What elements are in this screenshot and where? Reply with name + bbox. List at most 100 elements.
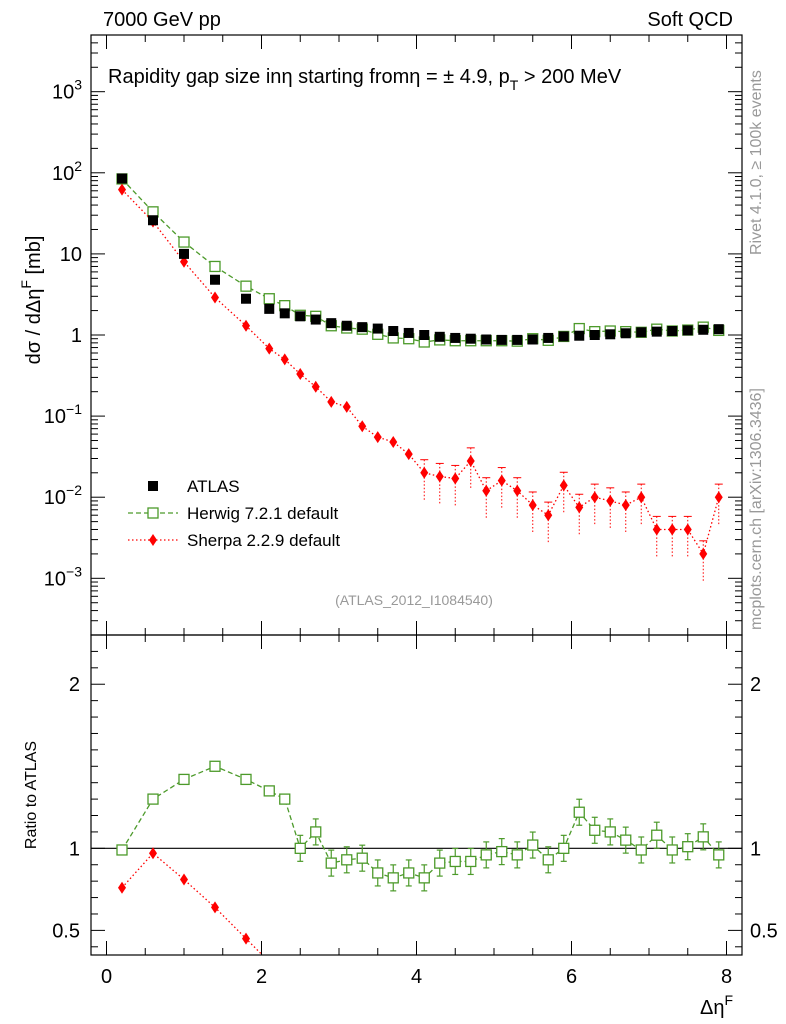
legend-sherpa-label: Sherpa 2.2.9 default xyxy=(187,531,340,550)
sherpa-ratio-point xyxy=(118,881,126,894)
sherpa-point xyxy=(451,472,460,485)
sherpa-ratio-point xyxy=(149,847,157,860)
sherpa-point xyxy=(714,491,723,504)
atlas-point xyxy=(434,331,445,342)
atlas-point xyxy=(667,326,678,337)
x-tick-label: 6 xyxy=(566,966,577,988)
herwig-ratio-point xyxy=(403,867,415,879)
atlas-point xyxy=(419,330,430,340)
sherpa-line xyxy=(121,189,720,556)
herwig-ratio-point xyxy=(449,855,461,868)
sherpa-point xyxy=(528,499,537,512)
herwig-point xyxy=(178,236,190,248)
atlas-point xyxy=(496,334,507,345)
herwig-ratio-point xyxy=(116,844,128,856)
herwig-point xyxy=(240,280,252,292)
atlas-point xyxy=(527,334,538,345)
sherpa-point xyxy=(621,499,630,512)
sherpa-point xyxy=(652,523,661,536)
x-axis-label: ΔηF xyxy=(700,992,733,1019)
atlas-point xyxy=(543,332,554,343)
atlas-point xyxy=(310,314,321,325)
herwig-ratio-point xyxy=(240,773,252,786)
ratio-tick-label-left: 1 xyxy=(69,838,80,860)
sherpa-point xyxy=(118,183,126,196)
sherpa-point xyxy=(211,291,219,304)
herwig-ratio-point xyxy=(589,824,601,836)
atlas-point xyxy=(264,303,275,314)
atlas-point xyxy=(403,327,414,338)
herwig-ratio-point xyxy=(713,849,725,861)
sherpa-point xyxy=(404,448,413,461)
sherpa-point xyxy=(373,431,382,444)
y-tick-label: 103 xyxy=(52,77,82,104)
herwig-ratio-point xyxy=(341,854,353,866)
sherpa-point xyxy=(513,484,522,497)
mcplots-label: mcplots.cern.ch [arXiv:1306.3436] xyxy=(748,388,765,630)
atlas-point xyxy=(465,333,476,344)
sherpa-point xyxy=(590,491,599,504)
atlas-point xyxy=(295,311,306,322)
herwig-ratio-point xyxy=(620,834,632,846)
sherpa-point xyxy=(420,466,429,479)
atlas-point xyxy=(558,331,569,342)
atlas-point xyxy=(179,248,189,259)
atlas-point xyxy=(651,326,662,337)
x-tick-label: 8 xyxy=(721,966,732,988)
atlas-point xyxy=(620,328,631,339)
y-axis-label: dσ / dΔηF [mb] xyxy=(18,236,45,365)
sherpa-point xyxy=(358,420,367,433)
sherpa-point xyxy=(497,474,506,487)
ratio-tick-label-left: 0.5 xyxy=(52,920,80,942)
atlas-point xyxy=(241,293,251,304)
sherpa-point xyxy=(668,523,677,536)
sherpa-point xyxy=(280,353,289,366)
sherpa-point xyxy=(575,501,584,514)
herwig-point xyxy=(209,260,221,273)
sherpa-point xyxy=(265,342,274,355)
herwig-ratio-line xyxy=(121,765,720,879)
sherpa-point xyxy=(327,395,336,408)
herwig-ratio-point xyxy=(527,839,539,851)
header-left: 7000 GeV pp xyxy=(103,9,221,31)
atlas-point xyxy=(605,329,616,340)
herwig-ratio-point xyxy=(294,842,306,854)
atlas-point xyxy=(279,308,290,319)
ratio-axis-label: Ratio to ATLAS xyxy=(23,741,40,849)
ratio-tick-label-right: 0.5 xyxy=(750,920,778,942)
sherpa-point xyxy=(311,380,320,393)
herwig-ratio-point xyxy=(682,841,694,853)
atlas-point xyxy=(636,327,647,338)
herwig-point xyxy=(263,293,275,305)
herwig-ratio-point xyxy=(387,872,399,884)
ratio-tick-label-right: 1 xyxy=(750,838,761,860)
herwig-line xyxy=(121,178,719,343)
herwig-ratio-point xyxy=(310,826,322,838)
plot-title: Rapidity gap size inη starting fromη = ±… xyxy=(108,66,622,93)
herwig-ratio-point xyxy=(651,829,663,841)
legend-herwig-label: Herwig 7.2.1 default xyxy=(187,504,338,523)
sherpa-point xyxy=(242,319,250,332)
atlas-point xyxy=(117,173,127,184)
herwig-ratio-point xyxy=(147,793,159,805)
y-tick-label: 10−1 xyxy=(44,401,82,428)
legend: ATLAS Herwig 7.2.1 default Sherpa 2.2.9 … xyxy=(128,477,340,550)
herwig-ratio-point xyxy=(666,844,678,856)
y-tick-label: 10 xyxy=(60,244,82,266)
atlas-point xyxy=(326,318,337,329)
atlas-point xyxy=(589,330,600,340)
herwig-ratio-point xyxy=(697,831,709,843)
herwig-ratio-point xyxy=(434,857,446,869)
sherpa-point xyxy=(482,484,491,497)
legend-atlas-marker xyxy=(148,481,158,491)
atlas-point xyxy=(210,274,220,285)
sherpa-ratio-line xyxy=(121,852,263,956)
herwig-ratio-point xyxy=(480,849,492,861)
atlas-point xyxy=(450,332,461,343)
legend-herwig-marker xyxy=(147,507,159,519)
sherpa-point xyxy=(606,494,615,507)
herwig-ratio-point xyxy=(279,793,291,805)
atlas-point xyxy=(341,320,352,331)
y-tick-label: 1 xyxy=(71,325,82,347)
